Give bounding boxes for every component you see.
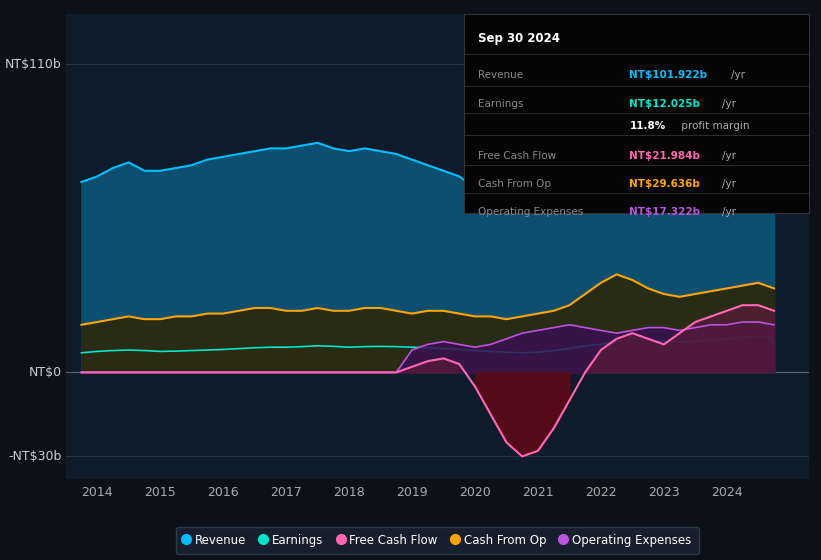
Text: /yr: /yr xyxy=(722,179,736,189)
Text: Earnings: Earnings xyxy=(478,100,523,110)
Text: /yr: /yr xyxy=(722,100,736,110)
Text: Cash From Op: Cash From Op xyxy=(478,179,551,189)
Text: NT$21.984b: NT$21.984b xyxy=(630,151,700,161)
Text: -NT$30b: -NT$30b xyxy=(8,450,62,463)
Text: 11.8%: 11.8% xyxy=(630,122,666,132)
Text: Operating Expenses: Operating Expenses xyxy=(478,207,583,217)
Text: NT$17.322b: NT$17.322b xyxy=(630,207,700,217)
Text: NT$0: NT$0 xyxy=(29,366,62,379)
Text: /yr: /yr xyxy=(722,151,736,161)
Text: NT$101.922b: NT$101.922b xyxy=(630,69,708,80)
Text: NT$29.636b: NT$29.636b xyxy=(630,179,700,189)
Text: /yr: /yr xyxy=(722,207,736,217)
Text: /yr: /yr xyxy=(732,69,745,80)
Text: Sep 30 2024: Sep 30 2024 xyxy=(478,32,560,45)
Text: NT$12.025b: NT$12.025b xyxy=(630,100,700,110)
Text: Free Cash Flow: Free Cash Flow xyxy=(478,151,556,161)
Text: NT$110b: NT$110b xyxy=(5,58,62,71)
Text: Revenue: Revenue xyxy=(478,69,523,80)
Legend: Revenue, Earnings, Free Cash Flow, Cash From Op, Operating Expenses: Revenue, Earnings, Free Cash Flow, Cash … xyxy=(176,527,699,554)
Text: profit margin: profit margin xyxy=(677,122,749,132)
